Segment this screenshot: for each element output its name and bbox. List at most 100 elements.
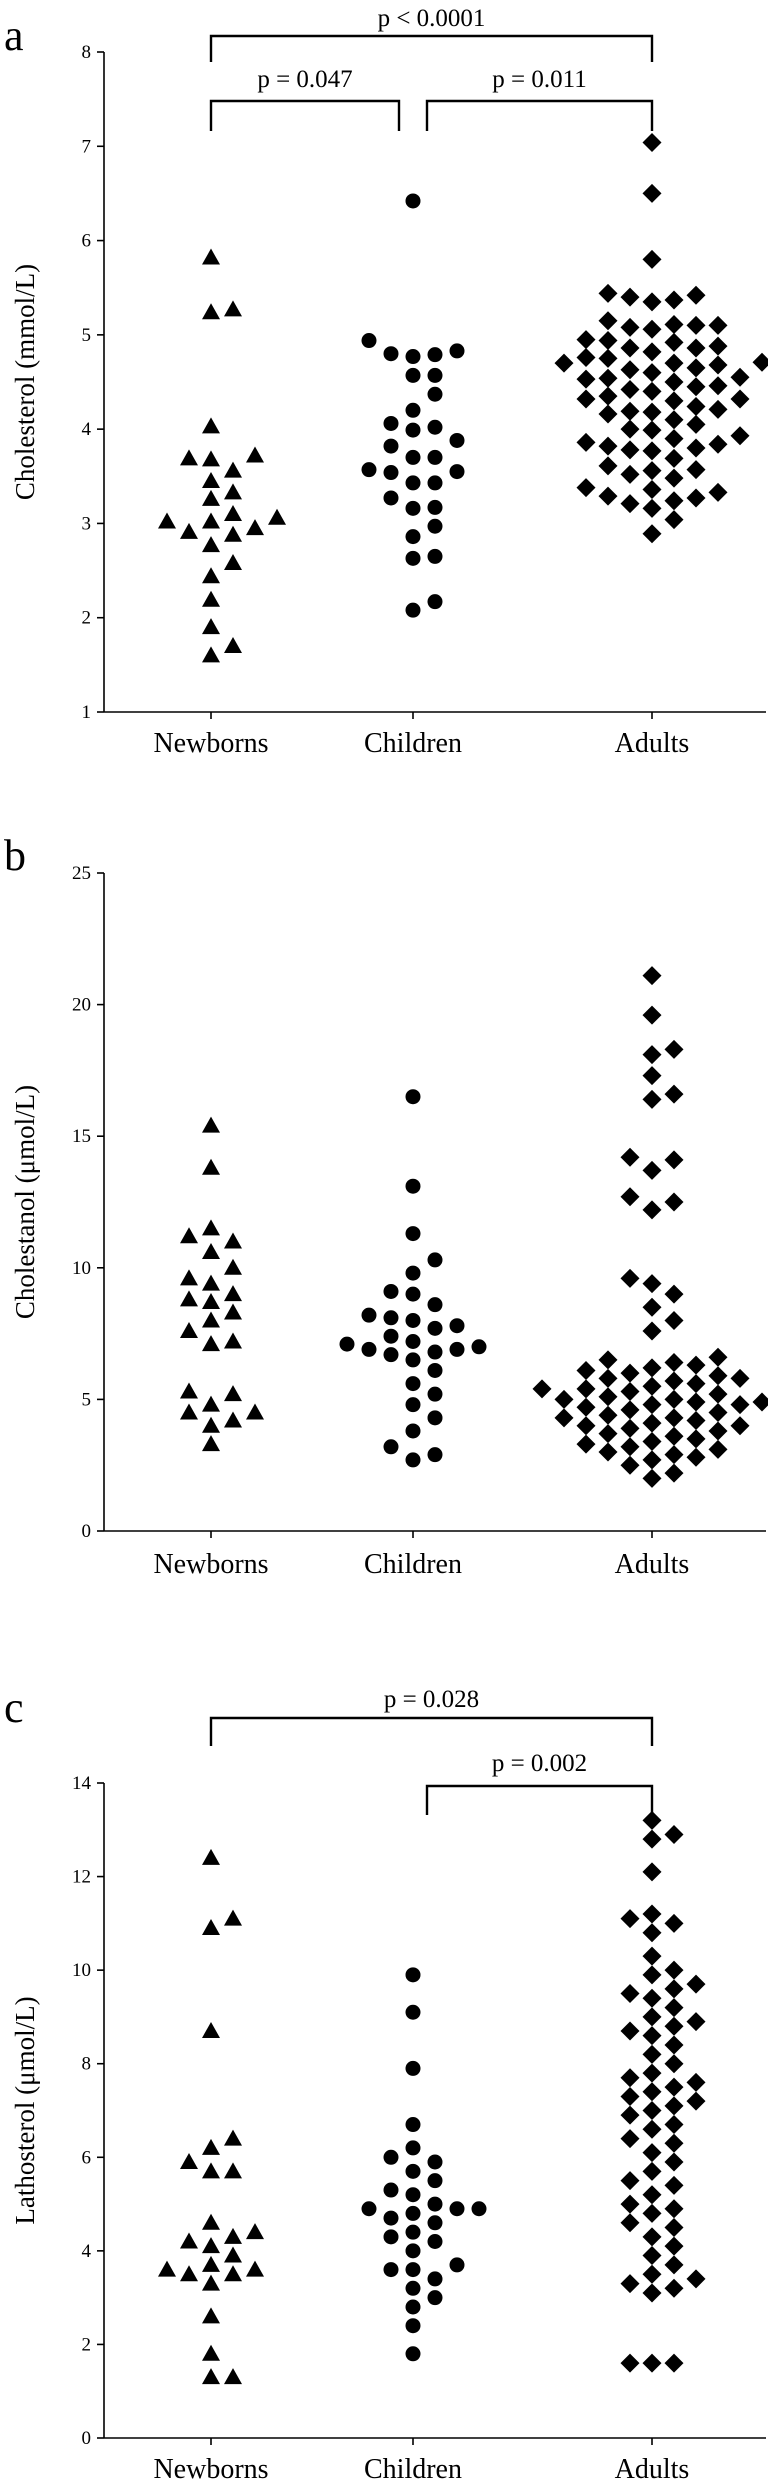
p-value-label: p = 0.047 — [257, 66, 352, 93]
data-point-children — [405, 1312, 421, 1328]
data-point-adults — [664, 372, 684, 392]
data-point-adults — [664, 391, 684, 411]
data-point-newborns — [224, 2162, 242, 2179]
data-point-adults — [576, 389, 596, 409]
data-point-adults — [664, 2035, 684, 2055]
data-point-adults — [642, 319, 662, 339]
data-point-children — [427, 1362, 443, 1378]
data-point-newborns — [246, 446, 264, 463]
data-point-adults — [664, 1389, 684, 1409]
data-point-children — [405, 193, 421, 209]
data-point-adults — [642, 183, 662, 203]
data-point-adults — [642, 2101, 662, 2120]
data-point-newborns — [224, 2246, 242, 2263]
data-point-adults — [576, 478, 596, 498]
data-point-adults — [686, 1429, 706, 1449]
data-point-children — [405, 2262, 421, 2278]
data-point-adults — [730, 1368, 750, 1388]
data-point-newborns — [180, 2152, 198, 2169]
data-point-newborns — [202, 567, 220, 584]
data-point-children — [405, 602, 421, 618]
y-tick-label: 6 — [82, 231, 92, 252]
p-value-label: p = 0.011 — [492, 66, 586, 93]
data-point-adults — [686, 1410, 706, 1430]
data-point-children — [383, 346, 399, 362]
data-point-adults — [620, 1187, 640, 1207]
data-point-children — [383, 2149, 399, 2165]
y-tick-label: 4 — [82, 419, 92, 440]
data-point-newborns — [268, 508, 286, 525]
data-point-newborns — [224, 525, 242, 542]
data-point-adults — [664, 1039, 684, 1059]
data-point-adults — [598, 456, 618, 476]
data-point-adults — [664, 1371, 684, 1391]
panel-letter: b — [4, 831, 26, 880]
x-tick-label-adults: Adults — [615, 2454, 690, 2481]
data-point-adults — [598, 283, 618, 303]
data-point-adults — [642, 1297, 662, 1317]
data-point-adults — [664, 1408, 684, 1428]
p-value-label: p < 0.0001 — [378, 5, 486, 32]
data-point-adults — [620, 2194, 640, 2214]
data-point-adults — [686, 338, 706, 358]
data-point-adults — [620, 401, 640, 421]
data-point-children — [405, 2280, 421, 2296]
data-point-adults — [642, 1089, 662, 1109]
x-tick-label-newborns: Newborns — [153, 728, 268, 759]
significance-bracket — [209, 1716, 654, 1746]
data-point-adults — [664, 1284, 684, 1304]
data-point-adults — [642, 461, 662, 481]
x-tick-label-newborns: Newborns — [153, 1549, 268, 1580]
data-point-children — [449, 2201, 465, 2217]
data-point-adults — [686, 2091, 706, 2111]
data-point-adults — [642, 1988, 662, 2008]
data-point-adults — [664, 1979, 684, 1999]
data-point-adults — [620, 1382, 640, 1402]
y-tick-label: 25 — [72, 863, 91, 884]
data-point-adults — [554, 1408, 574, 1428]
x-tick-label-adults: Adults — [615, 728, 690, 759]
data-point-newborns — [180, 449, 198, 466]
data-point-adults — [708, 1421, 728, 1441]
data-point-children — [383, 415, 399, 431]
data-point-newborns — [158, 512, 176, 529]
data-point-newborns — [202, 2237, 220, 2254]
data-point-newborns — [202, 1919, 220, 1936]
significance-bracket — [209, 99, 401, 131]
data-point-children — [405, 500, 421, 516]
data-point-adults — [642, 1358, 662, 1378]
data-point-adults — [576, 1416, 596, 1436]
data-point-adults — [642, 1045, 662, 1065]
x-tick-label-children: Children — [364, 2454, 462, 2481]
data-point-children — [427, 1410, 443, 1426]
data-point-adults — [686, 285, 706, 305]
y-tick-label: 2 — [82, 2334, 92, 2355]
data-point-newborns — [180, 522, 198, 539]
y-tick-label: 10 — [72, 1258, 91, 1279]
data-point-adults — [554, 1389, 574, 1409]
data-point-adults — [686, 377, 706, 397]
data-point-adults — [620, 2086, 640, 2106]
y-tick-label: 3 — [82, 513, 92, 534]
data-point-adults — [620, 2068, 640, 2088]
data-point-children — [427, 1252, 443, 1268]
data-point-adults — [620, 1147, 640, 1167]
data-point-adults — [642, 2185, 662, 2205]
data-point-children — [427, 367, 443, 383]
data-point-children — [339, 1336, 355, 1352]
series-children — [361, 1967, 487, 2362]
data-point-adults — [620, 1455, 640, 1475]
data-point-newborns — [224, 1909, 242, 1926]
y-tick-label: 10 — [72, 1960, 91, 1981]
y-tick-label: 0 — [82, 2428, 92, 2449]
data-point-children — [405, 2224, 421, 2240]
data-point-adults — [642, 1274, 662, 1294]
data-point-adults — [708, 1347, 728, 1367]
y-axis-label: Cholesterol (mmol/L) — [10, 264, 40, 500]
data-point-newborns — [180, 1269, 198, 1286]
data-point-newborns — [202, 2307, 220, 2324]
data-point-newborns — [202, 618, 220, 635]
data-point-newborns — [224, 2368, 242, 2385]
data-point-adults — [664, 1353, 684, 1373]
y-tick-label: 1 — [82, 702, 92, 723]
